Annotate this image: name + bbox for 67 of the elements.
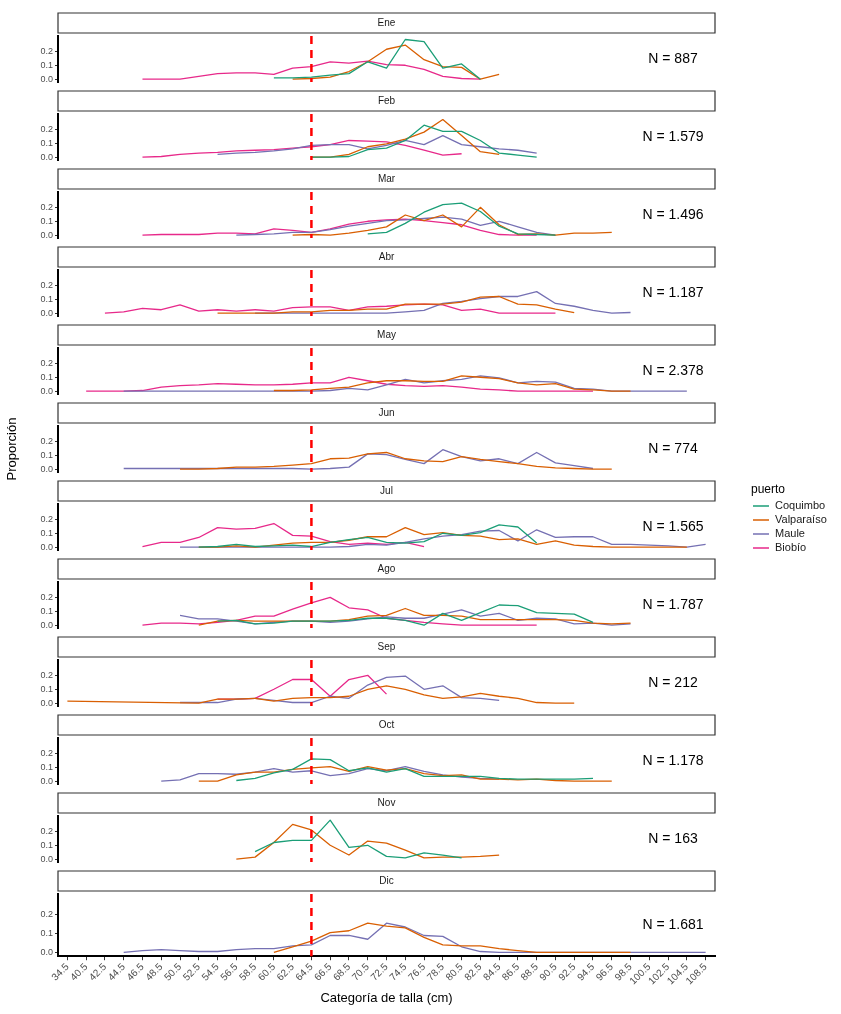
y-tick-label: 0.2 xyxy=(40,357,53,368)
y-tick-label: 0.0 xyxy=(40,463,53,474)
chart-title: Abr xyxy=(378,250,395,262)
y-tick-label: 0.1 xyxy=(40,137,53,148)
chart-title: May xyxy=(377,328,396,340)
y-tick-label: 0.2 xyxy=(40,825,53,836)
y-tick-label: 0.0 xyxy=(40,853,53,864)
chart-title: Feb xyxy=(377,94,396,106)
chart-title: Dic xyxy=(379,874,394,886)
y-tick-label: 0.1 xyxy=(40,839,53,850)
chart-title: Jul xyxy=(380,484,393,496)
y-tick-label: 0.2 xyxy=(40,669,53,680)
legend-title: puerto xyxy=(751,482,786,497)
y-tick-label: 0.0 xyxy=(40,307,53,318)
x-axis-title: Categoría de talla (cm) xyxy=(320,989,453,1005)
legend-label: Valparaíso xyxy=(775,513,827,526)
y-tick-label: 0.1 xyxy=(40,59,53,70)
annotation: N = 2.378 xyxy=(642,361,704,378)
chart-title: Ago xyxy=(377,562,396,574)
y-tick-label: 0.1 xyxy=(40,928,53,939)
annotation: N = 774 xyxy=(648,439,698,456)
annotation: N = 1.178 xyxy=(642,751,704,768)
y-tick-label: 0.0 xyxy=(40,229,53,240)
annotation: N = 1.787 xyxy=(642,595,704,612)
legend-label: Coquimbo xyxy=(775,499,826,512)
y-tick-label: 0.0 xyxy=(40,73,53,84)
annotation: N = 887 xyxy=(648,49,698,66)
legend-label: Maule xyxy=(775,527,805,540)
y-tick-label: 0.2 xyxy=(40,591,53,602)
chart-title: Mar xyxy=(377,172,396,184)
legend-label: Biobío xyxy=(775,541,807,554)
chart-title: Nov xyxy=(377,796,396,808)
y-tick-label: 0.2 xyxy=(40,747,53,758)
y-tick-label: 0.2 xyxy=(40,45,53,56)
chart-title: Oct xyxy=(378,718,395,730)
chart-title: Ene xyxy=(377,16,396,28)
y-axis-title: Proporción xyxy=(3,417,19,481)
y-tick-label: 0.2 xyxy=(40,909,53,920)
y-tick-label: 0.0 xyxy=(40,385,53,396)
y-tick-label: 0.0 xyxy=(40,775,53,786)
y-tick-label: 0.0 xyxy=(40,619,53,630)
y-tick-label: 0.1 xyxy=(40,605,53,616)
y-tick-label: 0.0 xyxy=(40,946,53,957)
chart-title: Jun xyxy=(378,406,395,418)
y-tick-label: 0.0 xyxy=(40,151,53,162)
chart-title: Sep xyxy=(377,640,396,652)
y-tick-label: 0.2 xyxy=(40,435,53,446)
y-tick-label: 0.2 xyxy=(40,123,53,134)
annotation: N = 1.579 xyxy=(642,127,704,144)
y-tick-label: 0.0 xyxy=(40,697,53,708)
y-tick-label: 0.1 xyxy=(40,683,53,694)
y-tick-label: 0.1 xyxy=(40,371,53,382)
y-tick-label: 0.2 xyxy=(40,201,53,212)
annotation: N = 1.496 xyxy=(642,205,704,222)
y-tick-label: 0.2 xyxy=(40,513,53,524)
y-tick-label: 0.2 xyxy=(40,279,53,290)
y-tick-label: 0.1 xyxy=(40,293,53,304)
y-tick-label: 0.1 xyxy=(40,527,53,538)
annotation: N = 1.681 xyxy=(642,915,704,932)
y-tick-label: 0.0 xyxy=(40,541,53,552)
annotation: N = 1.565 xyxy=(642,517,704,534)
y-tick-label: 0.1 xyxy=(40,449,53,460)
annotation: N = 163 xyxy=(648,829,698,846)
y-tick-label: 0.1 xyxy=(40,761,53,772)
annotation: N = 1.187 xyxy=(642,283,704,300)
annotation: N = 212 xyxy=(648,673,698,690)
y-tick-label: 0.1 xyxy=(40,215,53,226)
